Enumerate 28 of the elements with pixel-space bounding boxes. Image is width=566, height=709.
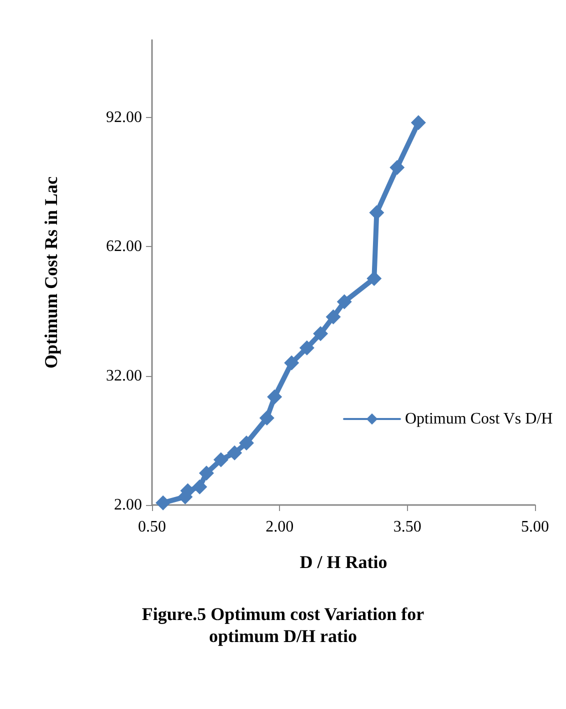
point	[238, 436, 254, 450]
point	[192, 479, 208, 494]
point	[299, 340, 314, 356]
text: Figure.5 Optimum cost Variation for optimum D/H ratio	[142, 604, 424, 646]
point	[267, 389, 282, 404]
point	[336, 294, 352, 310]
x-tick-label: 3.50	[393, 518, 422, 536]
point	[156, 495, 171, 510]
point	[259, 410, 274, 426]
y-tick-label: 32.00	[106, 367, 142, 384]
point	[227, 445, 242, 460]
point	[213, 452, 228, 468]
point	[410, 115, 426, 130]
point	[313, 326, 328, 342]
point	[326, 309, 341, 324]
point	[284, 355, 300, 370]
x-tick-label: 0.50	[138, 518, 166, 536]
point	[390, 160, 405, 175]
x-axis-title: D / H Ratio	[300, 552, 388, 572]
point	[366, 271, 382, 286]
y-tick-label: 62.00	[106, 238, 142, 256]
y-tick-label: 92.00	[106, 109, 142, 126]
x-tick-label: 2.00	[266, 518, 294, 536]
y-tick-label: 2.00	[114, 496, 142, 514]
y-axis-title: Optimum Cost Rs in Lac	[41, 176, 61, 369]
legend-label: Optimum Cost Vs D/H	[404, 410, 554, 428]
x-tick-label: 5.00	[521, 518, 549, 536]
point	[198, 466, 214, 481]
